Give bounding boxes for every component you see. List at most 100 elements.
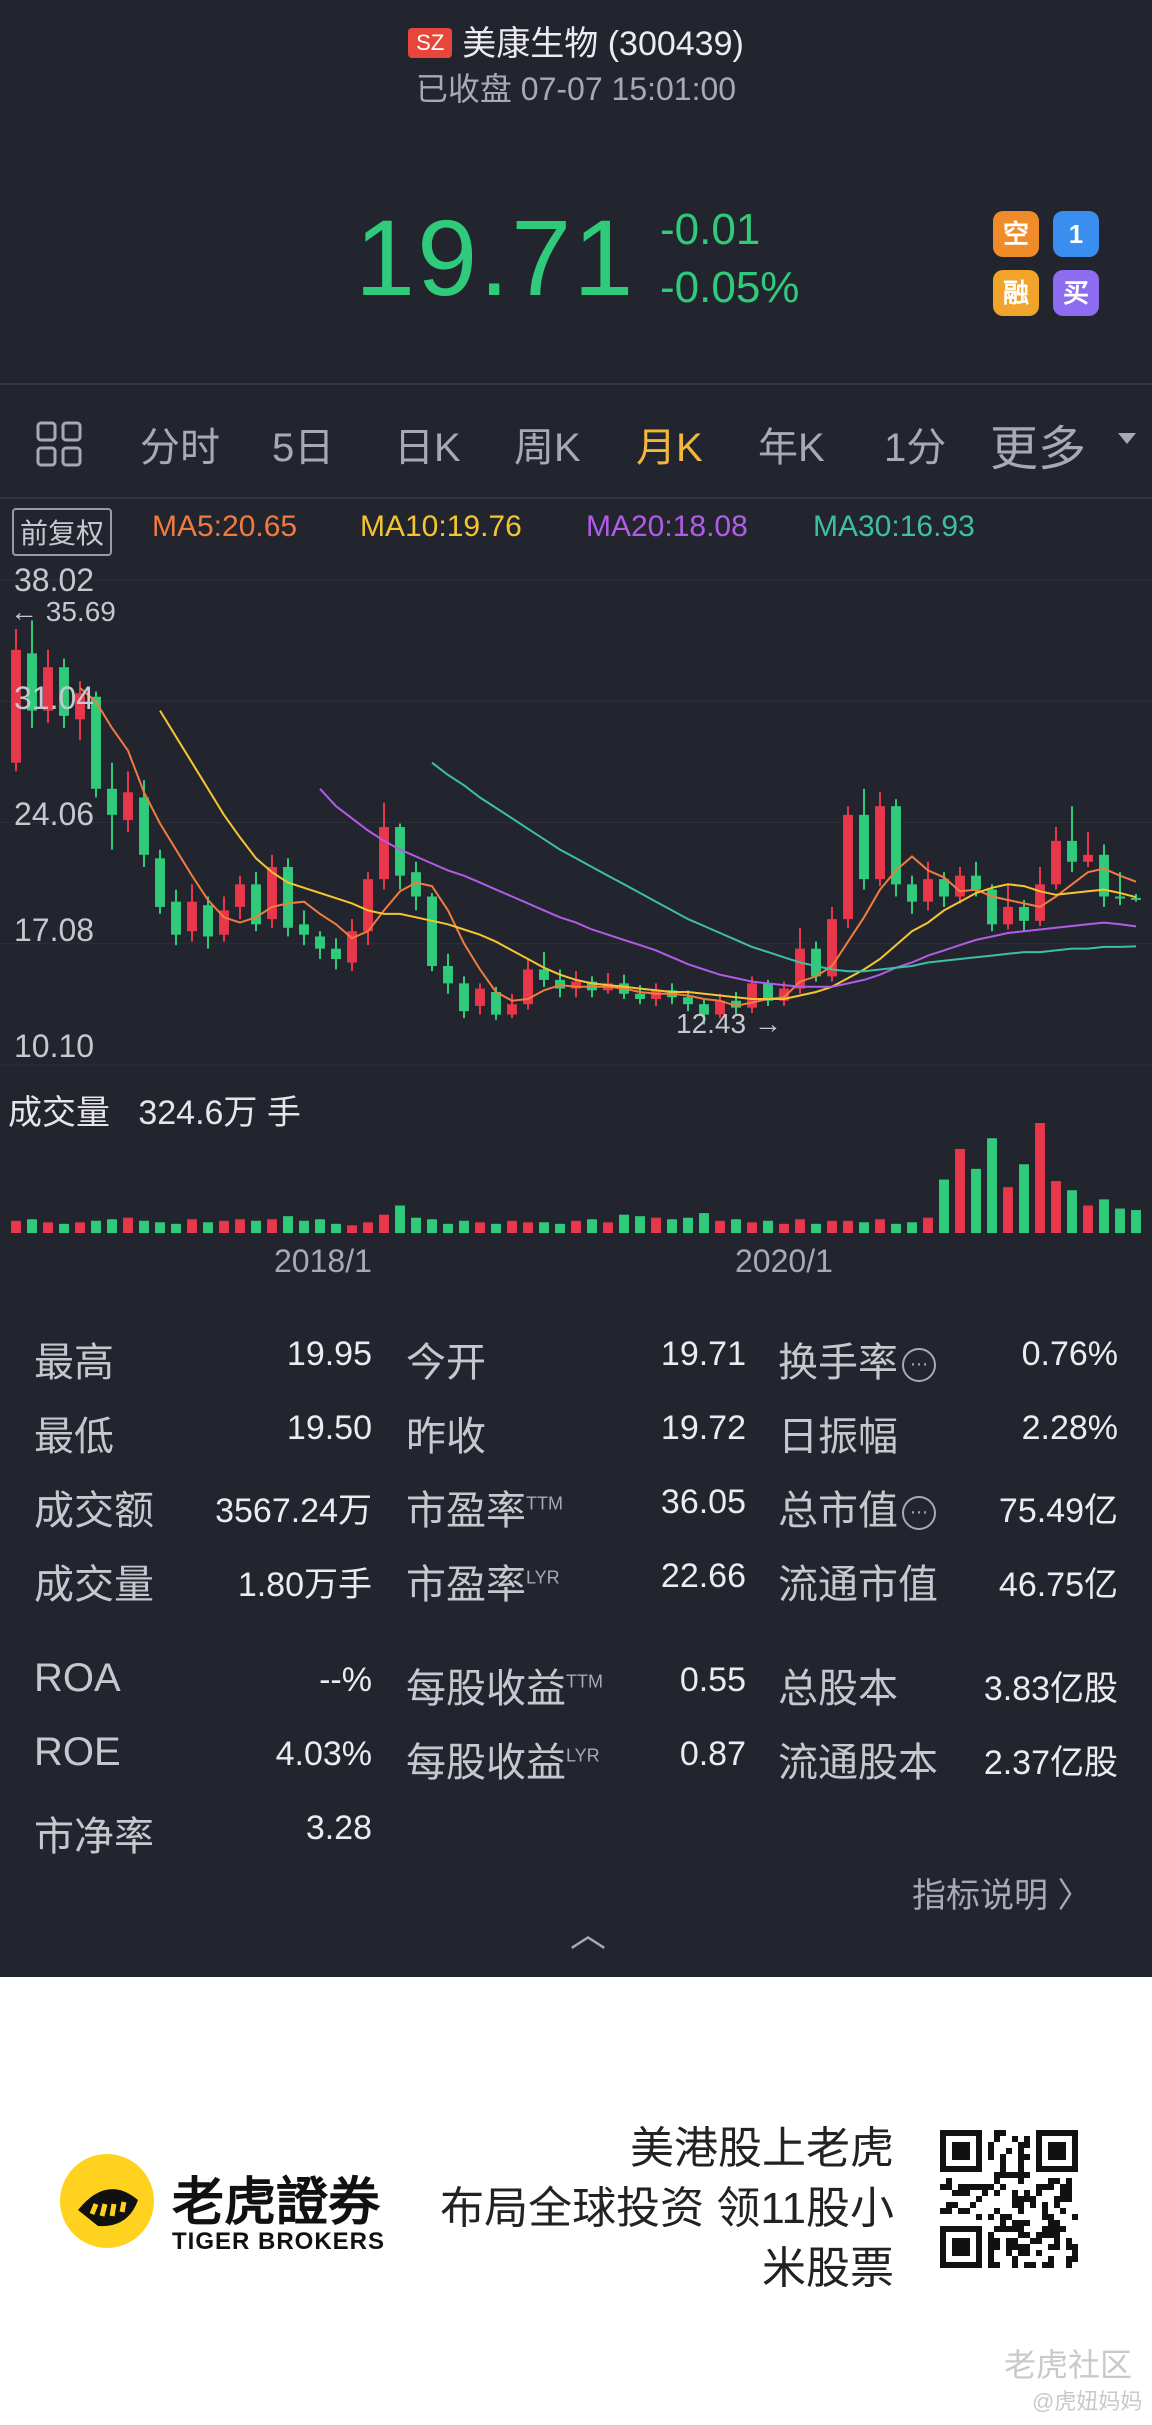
qr-module <box>1072 2214 1078 2220</box>
volume-value: 324.6万 手 <box>138 1094 301 1132</box>
info-icon[interactable]: ⋯ <box>902 1348 936 1383</box>
tab-weekly[interactable]: 周K <box>514 426 581 470</box>
info-icon[interactable]: ⋯ <box>902 1496 936 1531</box>
qr-module <box>1072 2250 1078 2256</box>
tab-1min[interactable]: 1分 <box>884 426 947 470</box>
margin-icon[interactable]: 融 <box>993 270 1039 316</box>
candle <box>91 691 101 798</box>
promo-line: 米股票 <box>762 2244 894 2293</box>
qr-module <box>1018 2196 1024 2202</box>
candle-body <box>363 879 373 932</box>
level1-icon[interactable]: 1 <box>1053 211 1099 257</box>
qr-module <box>1036 2184 1042 2190</box>
volume-bar <box>475 1222 485 1233</box>
volume-bar <box>411 1217 421 1233</box>
candle <box>347 919 357 972</box>
volume-bar <box>907 1222 917 1233</box>
tab-monthly[interactable]: 月K <box>636 426 703 470</box>
candle <box>1131 893 1141 902</box>
volume-bar <box>1067 1190 1077 1233</box>
candle-body <box>27 653 37 711</box>
brand-name-cn: 老虎證券 <box>172 2174 381 2232</box>
ma20-line <box>319 788 1137 988</box>
tab-daily[interactable]: 日K <box>394 426 461 470</box>
candle <box>123 771 133 833</box>
qr-module <box>1066 2256 1072 2262</box>
qr-module <box>1012 2238 1018 2244</box>
qr-finder <box>952 2142 970 2160</box>
buy-icon[interactable]: 买 <box>1053 270 1099 316</box>
qr-module <box>994 2244 1000 2250</box>
qr-module <box>958 2190 964 2196</box>
tab-5day[interactable]: 5日 <box>272 426 335 470</box>
promo-line: 布局全球投资 领11股小 <box>440 2184 894 2233</box>
qr-module <box>1048 2220 1054 2226</box>
stock-title: SZ 美康生物 (300439) <box>0 16 1152 65</box>
candlestick-chart[interactable] <box>0 560 1152 1090</box>
tab-yearly[interactable]: 年K <box>758 426 825 470</box>
candle-body <box>875 806 885 880</box>
qr-module <box>1018 2226 1024 2232</box>
volume-bar <box>811 1223 821 1233</box>
qr-module <box>1066 2178 1072 2184</box>
qr-module <box>1018 2154 1024 2160</box>
tabs-divider <box>0 497 1152 499</box>
qr-module <box>1018 2148 1024 2154</box>
qr-code-icon[interactable] <box>940 2130 1078 2268</box>
candle-body <box>827 919 837 977</box>
qr-module <box>1036 2238 1042 2244</box>
volume-bar <box>539 1222 549 1233</box>
qr-module <box>1054 2232 1060 2238</box>
stat-value: 3.83亿股 <box>983 1670 1118 1708</box>
candle-body <box>91 696 101 789</box>
volume-bar <box>555 1223 565 1233</box>
qr-module <box>1018 2142 1024 2148</box>
qr-module <box>1012 2190 1018 2196</box>
qr-module <box>988 2256 994 2262</box>
community-watermark-text: 老虎社区 <box>1004 2347 1133 2383</box>
candle <box>523 959 533 1010</box>
candle-body <box>443 965 453 984</box>
stat-label: 最低 <box>34 1415 114 1459</box>
volume-chart[interactable] <box>0 1120 1152 1235</box>
candle <box>859 788 869 890</box>
qr-module <box>1042 2214 1048 2220</box>
volume-bar <box>187 1219 197 1233</box>
price-adjust-toggle[interactable]: 前复权 <box>12 508 113 556</box>
qr-module <box>1048 2184 1054 2190</box>
indicator-explain-link[interactable]: 指标说明 〉 <box>912 1877 1092 1915</box>
qr-module <box>988 2184 994 2190</box>
ma10-label: MA10:19.76 <box>360 510 522 543</box>
ma5-label: MA5:20.65 <box>152 510 298 543</box>
qr-module <box>988 2244 994 2250</box>
candle-body <box>155 858 165 907</box>
qr-module <box>1066 2238 1072 2244</box>
qr-module <box>1024 2220 1030 2226</box>
candle-body <box>267 866 277 920</box>
qr-module <box>1048 2244 1054 2250</box>
tab-intraday[interactable]: 分时 <box>140 426 220 470</box>
qr-module <box>1000 2160 1006 2166</box>
tab-more[interactable]: 更多 <box>990 423 1087 476</box>
candle-body <box>987 889 997 925</box>
qr-module <box>1006 2250 1012 2256</box>
qr-module <box>964 2190 970 2196</box>
volume-bar <box>667 1219 677 1233</box>
grid-layout-icon[interactable] <box>36 421 82 467</box>
candle-body <box>843 814 853 920</box>
low-price-marker: 12.43 → <box>676 1008 782 1039</box>
collapse-icon[interactable]: ︿ <box>570 1913 607 1954</box>
candle-body <box>1019 906 1029 921</box>
volume-bar <box>1115 1208 1125 1233</box>
candle <box>331 938 341 970</box>
volume-bar <box>91 1220 101 1233</box>
promo-footer <box>0 1977 1152 2425</box>
short-sell-icon[interactable]: 空 <box>993 211 1039 257</box>
qr-module <box>1024 2154 1030 2160</box>
qr-module <box>1012 2172 1018 2178</box>
community-watermark: 老虎社区 <box>964 2340 1132 2386</box>
chevron-down-icon[interactable] <box>1118 433 1136 444</box>
qr-module <box>1060 2190 1066 2196</box>
qr-module <box>1012 2220 1018 2226</box>
high-price-marker: ← 35.69 <box>10 596 116 627</box>
